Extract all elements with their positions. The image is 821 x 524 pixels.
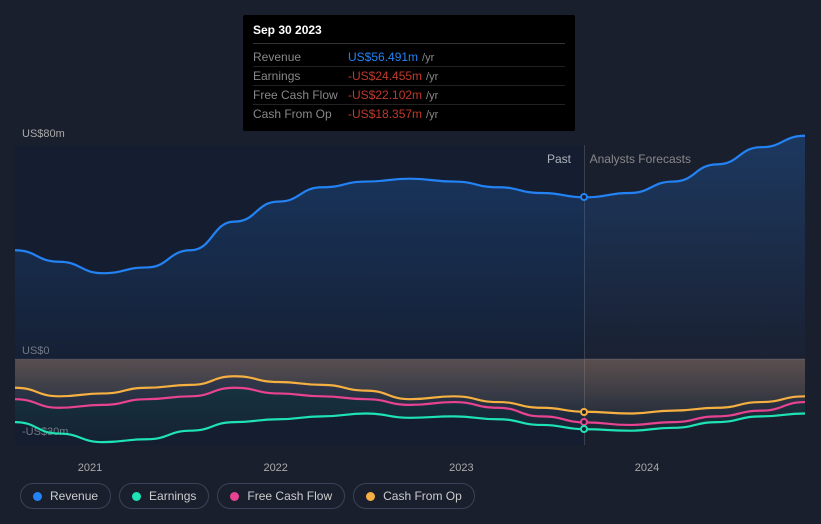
legend-item-earnings[interactable]: Earnings [119,483,209,509]
legend-label: Earnings [149,489,196,503]
legend-item-free-cash-flow[interactable]: Free Cash Flow [217,483,345,509]
legend-label: Free Cash Flow [247,489,332,503]
tooltip-row: Earnings-US$24.455m/yr [253,67,565,86]
legend-item-cash-from-op[interactable]: Cash From Op [353,483,475,509]
chart-marker [580,425,588,433]
x-axis-label: 2023 [449,462,473,474]
legend-dot-icon [33,492,42,501]
legend-dot-icon [132,492,141,501]
tooltip-metric-label: Earnings [253,69,348,83]
tooltip-metric-unit: /yr [426,90,438,102]
legend-dot-icon [366,492,375,501]
x-axis-label: 2022 [263,462,287,474]
chart-tooltip: Sep 30 2023 RevenueUS$56.491m/yrEarnings… [243,15,575,131]
tooltip-metric-label: Free Cash Flow [253,88,348,102]
tooltip-row: Free Cash Flow-US$22.102m/yr [253,86,565,105]
tooltip-date: Sep 30 2023 [253,23,565,44]
legend-dot-icon [230,492,239,501]
tooltip-row: Cash From Op-US$18.357m/yr [253,105,565,123]
financial-chart[interactable] [15,130,805,470]
x-axis-label: 2021 [78,462,102,474]
chart-legend: Revenue Earnings Free Cash Flow Cash From O… [20,483,475,509]
tooltip-metric-value: -US$22.102m [348,88,422,102]
tooltip-metric-value: -US$24.455m [348,69,422,83]
x-axis-label: 2024 [635,462,659,474]
tooltip-metric-unit: /yr [422,52,434,64]
chart-marker [580,193,588,201]
chart-marker [580,408,588,416]
tooltip-metric-unit: /yr [426,109,438,121]
legend-label: Revenue [50,489,98,503]
legend-label: Cash From Op [383,489,462,503]
tooltip-metric-label: Cash From Op [253,107,348,121]
legend-item-revenue[interactable]: Revenue [20,483,111,509]
tooltip-metric-unit: /yr [426,71,438,83]
tooltip-row: RevenueUS$56.491m/yr [253,48,565,67]
tooltip-metric-value: -US$18.357m [348,107,422,121]
chart-svg [15,130,805,445]
tooltip-metric-value: US$56.491m [348,50,418,64]
tooltip-metric-label: Revenue [253,50,348,64]
